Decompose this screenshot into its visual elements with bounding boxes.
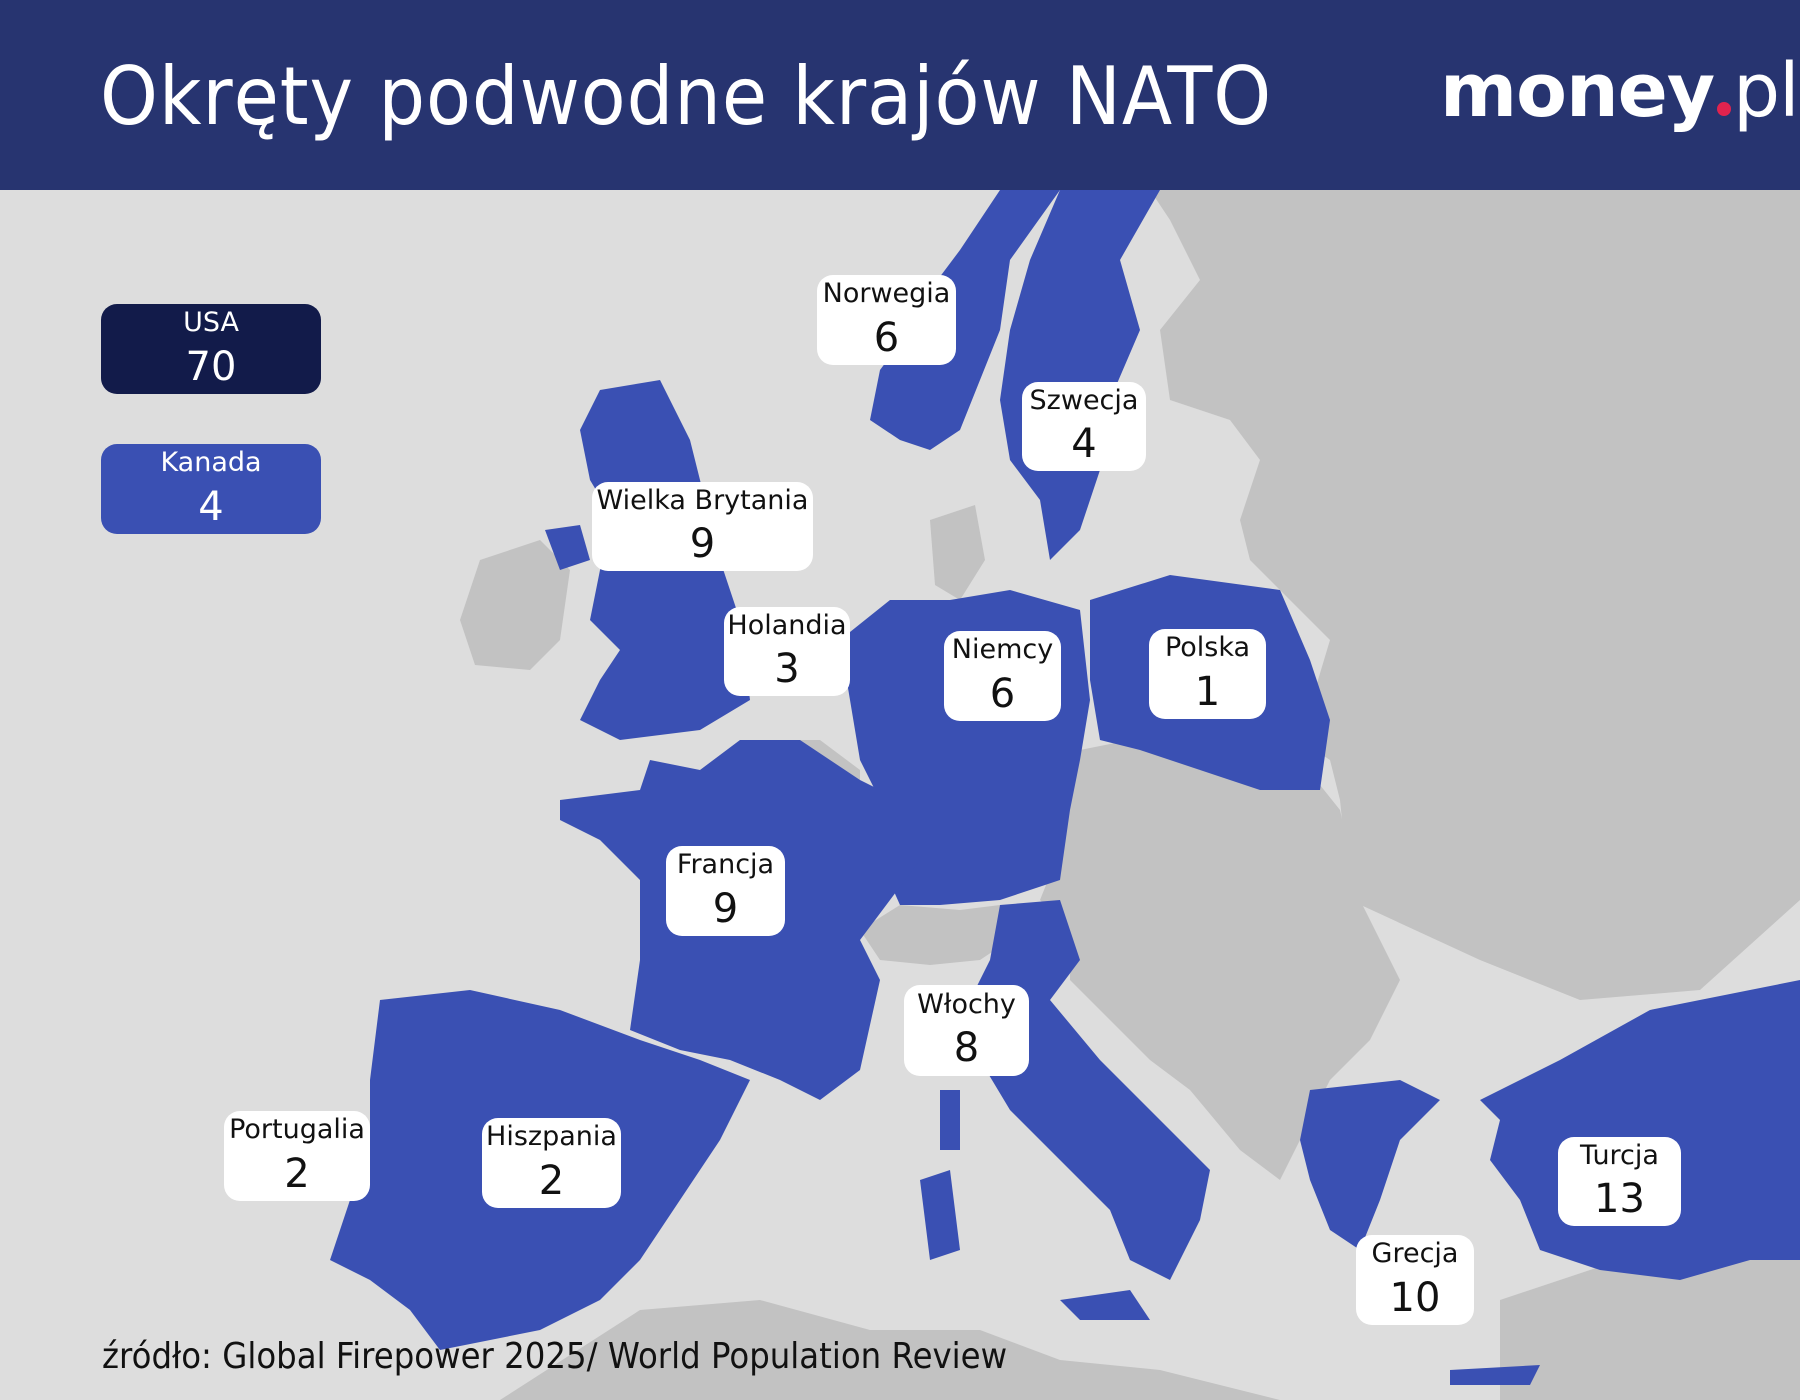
europe-map [330,190,1800,1400]
nato-land [330,190,1800,1385]
country-value: 10 [1389,1274,1441,1321]
country-name: Portugalia [229,1114,365,1146]
country-value: 2 [538,1157,565,1204]
country-label-francja: Francja 9 [666,846,785,936]
country-value: 3 [774,646,800,693]
country-value: 13 [1594,1176,1645,1223]
country-value: 6 [873,314,900,361]
country-label-polska: Polska 1 [1149,629,1266,719]
country-name: Turcja [1580,1139,1659,1171]
country-label-grecja: Grecja 10 [1356,1235,1474,1325]
country-name: Polska [1164,632,1251,664]
logo-dot-icon [1717,102,1732,116]
country-label-wlochy: Włochy 8 [904,985,1029,1076]
legend-kanada: Kanada 4 [101,444,321,534]
usa-value: 70 [185,343,237,390]
country-name: Francja [676,849,775,881]
country-name: Norwegia [822,278,951,310]
logo-main: money [1440,48,1715,134]
country-name: Włochy [917,988,1016,1020]
country-value: 2 [284,1150,310,1197]
country-name: Szwecja [1029,384,1139,416]
country-value: 9 [712,885,739,932]
country-value: 9 [689,521,716,568]
country-label-holandia: Holandia 3 [724,607,850,696]
country-label-turcja: Turcja 13 [1558,1137,1681,1226]
country-value: 4 [1071,421,1097,468]
country-name: Grecja [1371,1238,1459,1270]
country-value: 8 [953,1025,980,1072]
money-pl-logo: money pl [1440,48,1800,134]
country-label-norwegia: Norwegia 6 [817,275,956,365]
country-value: 1 [1194,668,1221,715]
country-label-hiszpania: Hiszpania 2 [482,1118,621,1208]
kanada-value: 4 [198,483,224,530]
legend-usa: USA 70 [101,304,321,394]
country-label-niemcy: Niemcy 6 [944,631,1061,721]
logo-suffix: pl [1733,48,1800,134]
country-label-portugalia: Portugalia 2 [224,1111,370,1201]
country-name: Hiszpania [486,1121,617,1153]
non-nato-land [460,190,1800,1400]
page-title: Okręty podwodne krajów NATO [100,50,1273,143]
header-bar: Okręty podwodne krajów NATO money pl [0,0,1800,190]
country-value: 6 [989,670,1016,717]
country-label-wielka-brytania: Wielka Brytania 9 [592,482,813,571]
country-name: Niemcy [951,634,1054,666]
country-name: Holandia [727,609,847,641]
country-name: Wielka Brytania [596,484,809,516]
kanada-label: Kanada [160,447,262,479]
usa-label: USA [183,307,239,339]
source-note: źródło: Global Firepower 2025/ World Pop… [102,1336,1008,1377]
country-label-szwecja: Szwecja 4 [1022,382,1146,471]
